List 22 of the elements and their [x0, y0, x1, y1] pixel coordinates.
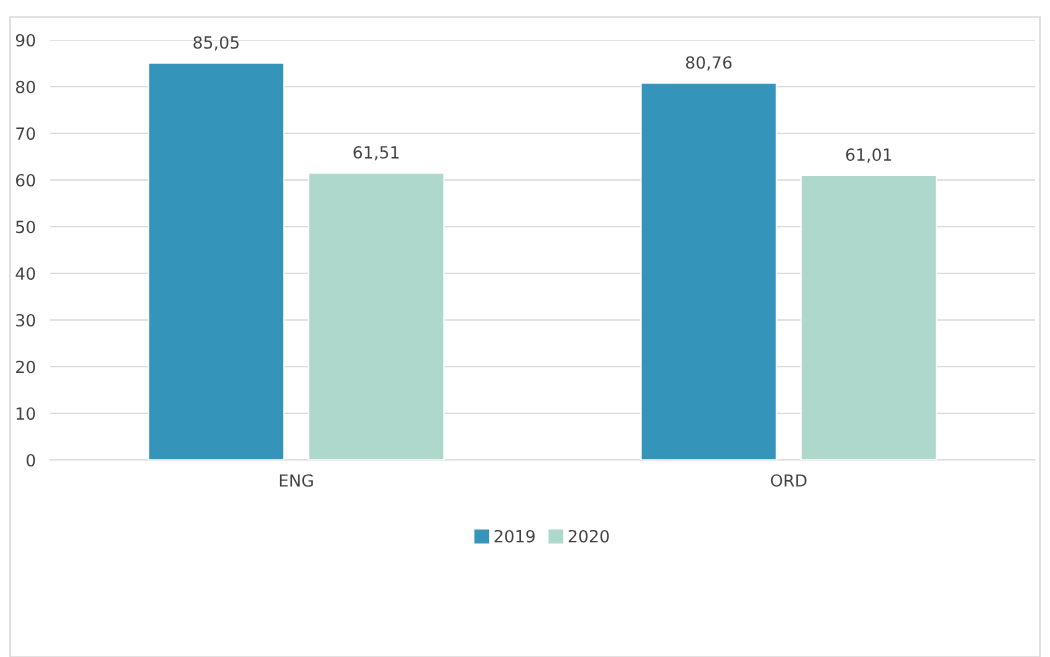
x-tick-label: ENG [279, 474, 313, 487]
y-tick-label: 0 [26, 453, 35, 467]
bar [147, 62, 285, 460]
bar [307, 172, 445, 460]
y-tick-label: 70 [16, 127, 35, 140]
bar [640, 82, 778, 460]
x-tick-label: ORD [770, 474, 807, 487]
y-tick-label: 40 [15, 267, 35, 280]
y-tick-label: 30 [16, 313, 35, 327]
legend-label: 2019 [494, 529, 535, 543]
bar [800, 174, 938, 460]
y-tick-label: 50 [16, 220, 35, 234]
y-tick-label: 80 [16, 80, 35, 94]
y-tick-label: 60 [16, 173, 35, 187]
data-label: 61,51 [353, 146, 399, 161]
legend-label: 2020 [568, 529, 609, 543]
data-label: 80,76 [685, 56, 732, 71]
y-tick-label: 20 [16, 360, 35, 374]
y-tick-label: 10 [16, 407, 35, 420]
data-label: 61,01 [846, 148, 892, 163]
data-label: 85,05 [193, 36, 239, 51]
y-tick-label: 90 [15, 33, 35, 47]
